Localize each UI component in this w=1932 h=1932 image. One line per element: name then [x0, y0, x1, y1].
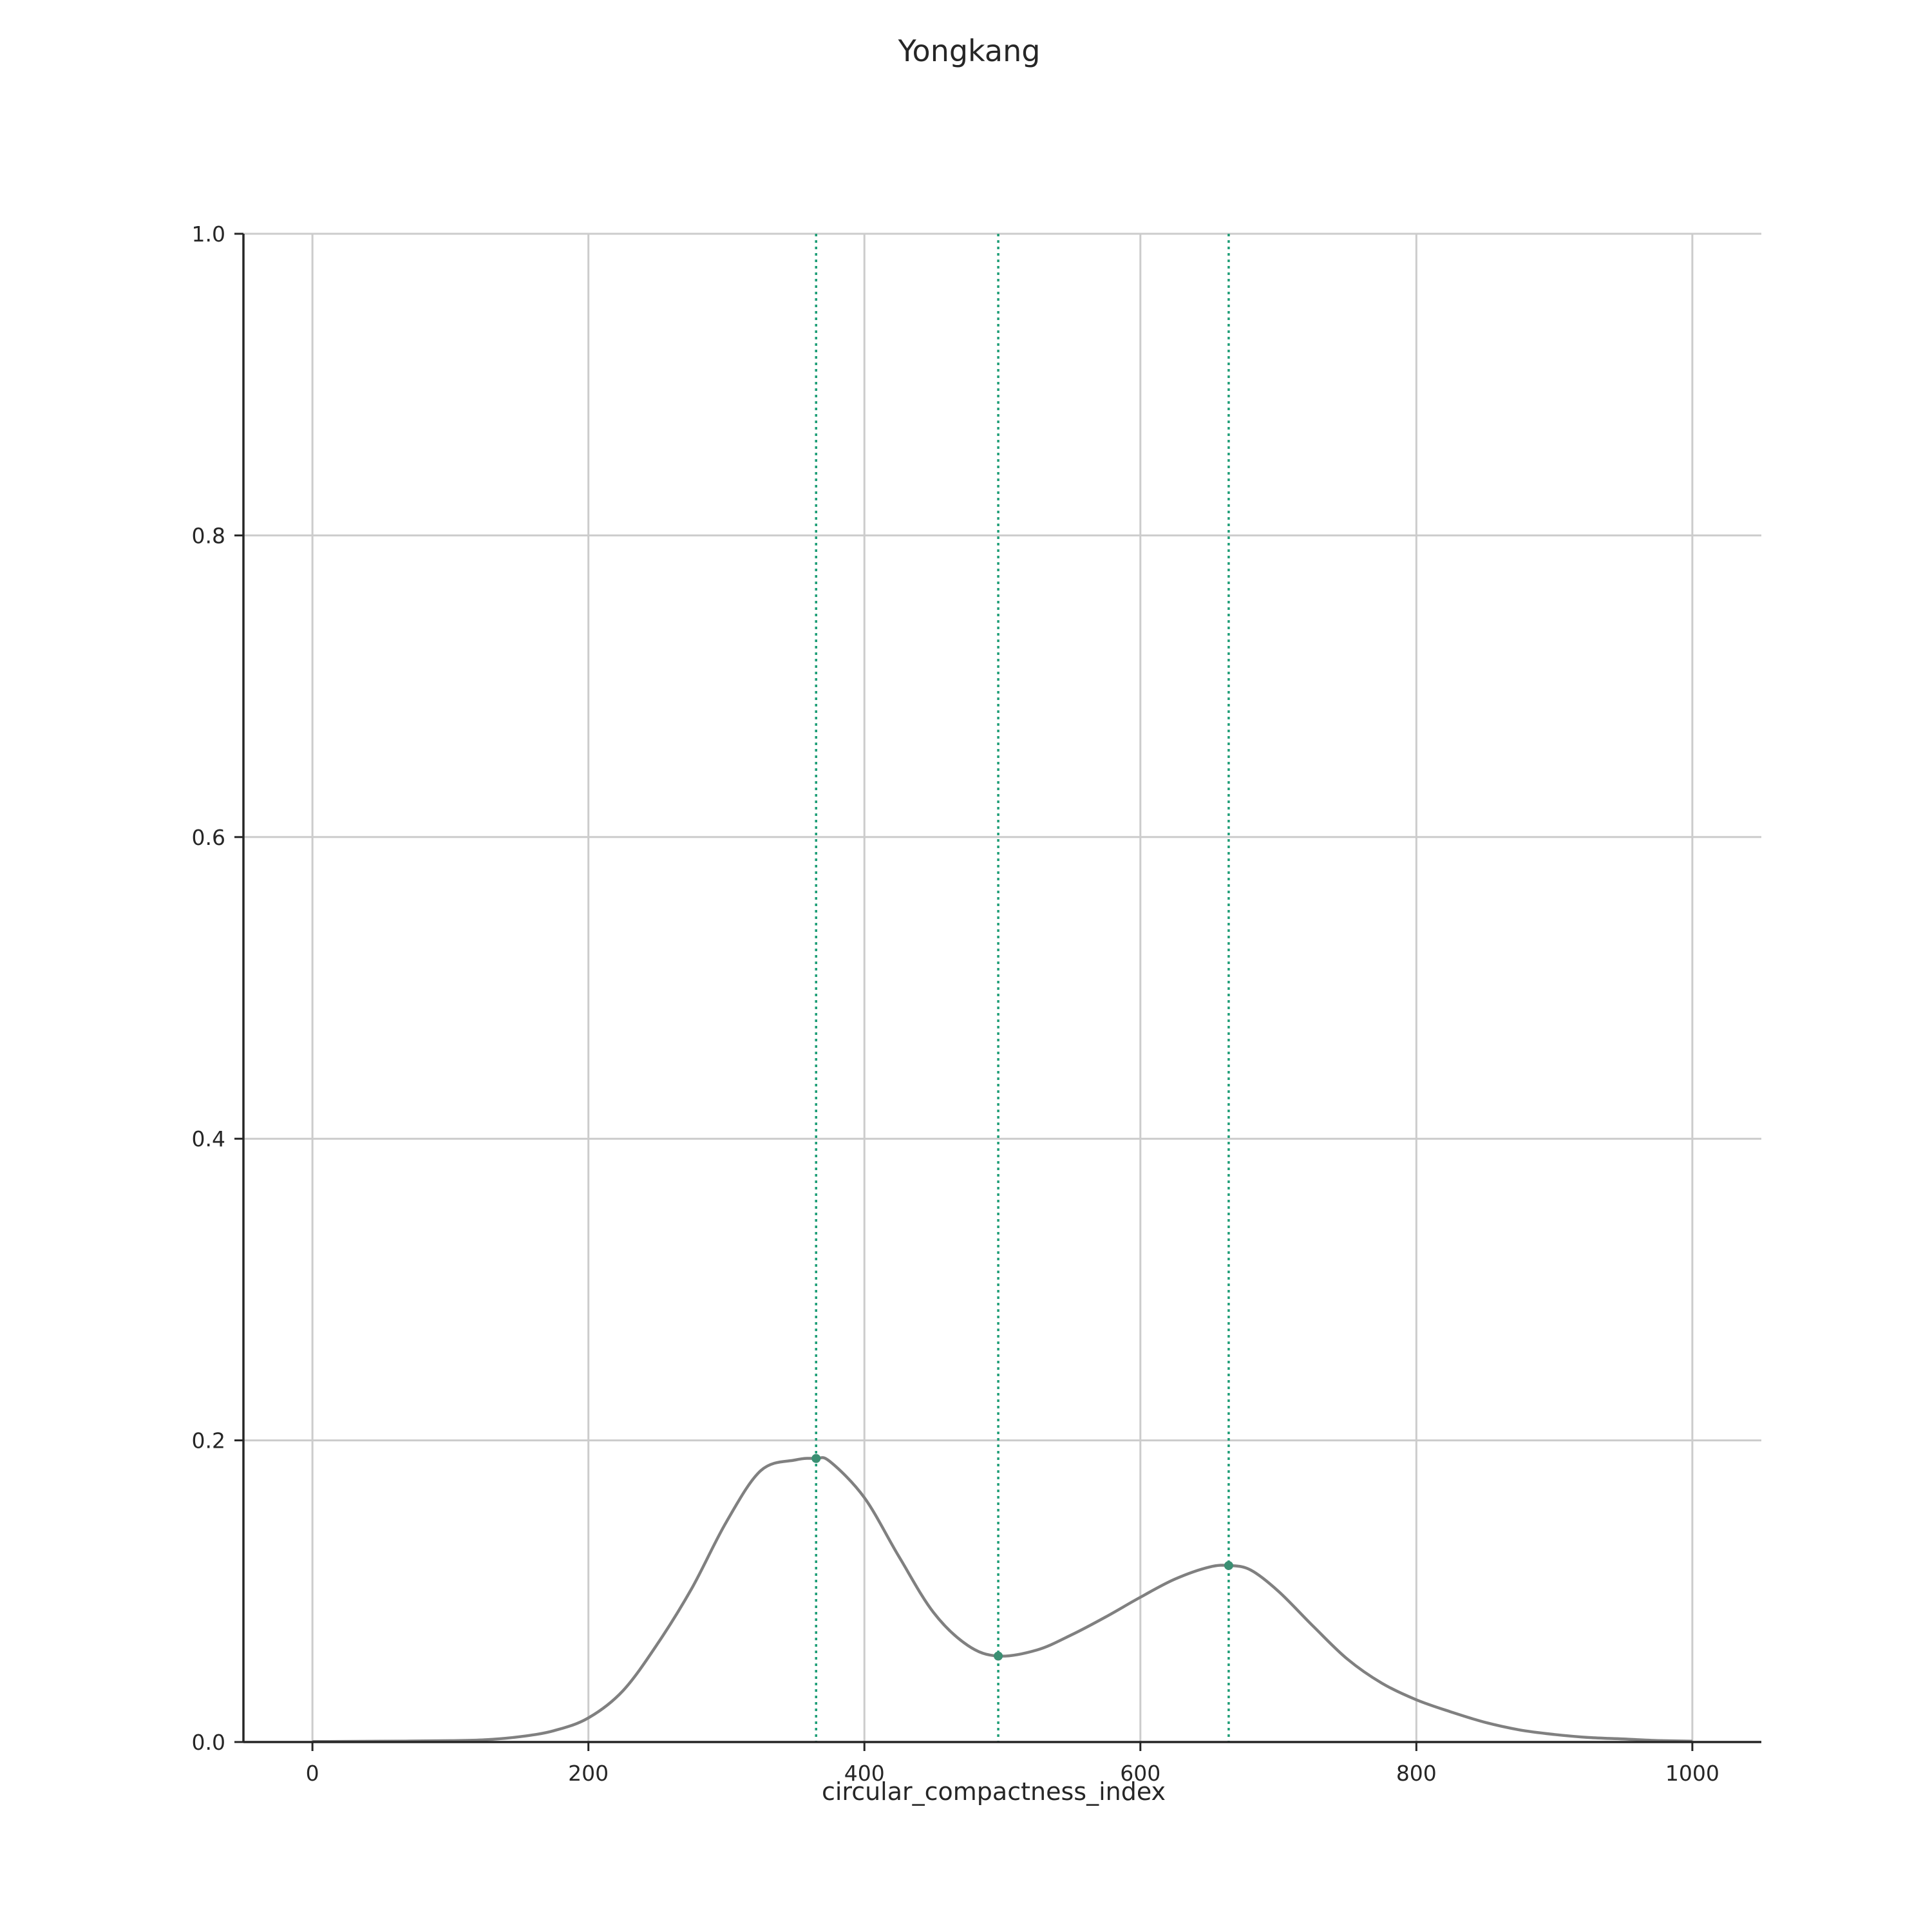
x-tick-label-2: 400 — [844, 1761, 885, 1786]
x-tick-label-0: 0 — [306, 1761, 319, 1786]
x-axis-label: circular_compactness_index — [822, 1777, 1166, 1806]
marker-layer — [811, 1454, 1233, 1661]
y-tick-label-3: 0.6 — [192, 825, 225, 850]
vline-layer — [815, 234, 1230, 1742]
y-tick-label-5: 1.0 — [192, 222, 225, 247]
marker-point-0 — [811, 1454, 821, 1463]
marker-point-2 — [1224, 1560, 1233, 1570]
series-line-0 — [312, 1456, 1692, 1743]
series-layer — [312, 1456, 1692, 1743]
chart-title: Yongkang — [898, 33, 1041, 68]
grid-layer — [243, 232, 1761, 1743]
y-tick-label-4: 0.8 — [192, 523, 225, 548]
x-tick-label-4: 800 — [1396, 1761, 1437, 1786]
tick-layer: 0 200 400 600 800 1000 0.0 0.2 0.4 0.6 0.8 1.0 — [192, 222, 1719, 1786]
y-tick-label-1: 0.2 — [192, 1428, 225, 1454]
x-tick-label-5: 1000 — [1665, 1761, 1719, 1786]
x-tick-label-1: 200 — [568, 1761, 609, 1786]
x-tick-label-3: 600 — [1120, 1761, 1160, 1786]
marker-point-1 — [994, 1651, 1003, 1661]
axis-layer — [242, 234, 1761, 1743]
y-tick-label-2: 0.4 — [192, 1126, 225, 1151]
y-tick-label-0: 0.0 — [192, 1730, 225, 1755]
